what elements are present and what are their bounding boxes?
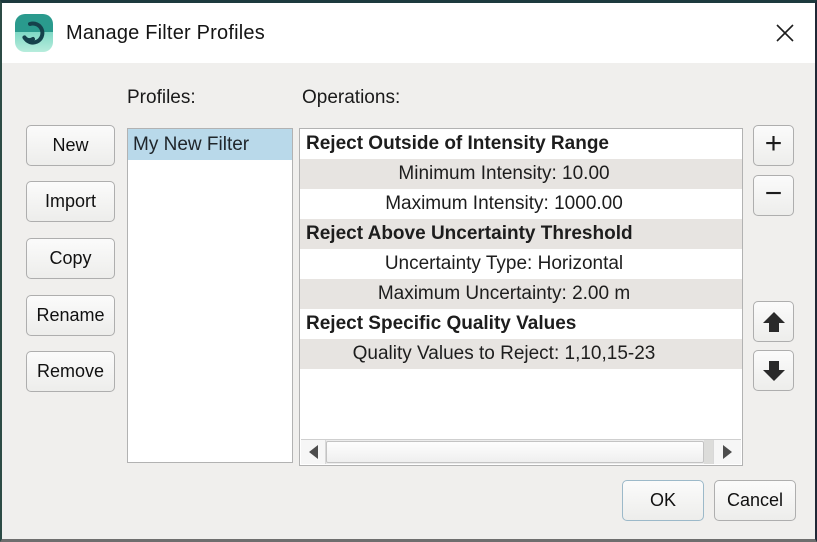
new-profile-button[interactable]: New [26,125,115,166]
scroll-left-icon[interactable] [301,440,326,464]
down-arrow-icon [762,359,786,383]
add-operation-button[interactable]: + [753,125,794,166]
operations-listbox: Reject Outside of Intensity Range Minimu… [299,128,743,466]
remove-profile-button[interactable]: Remove [26,351,115,392]
copy-profile-button[interactable]: Copy [26,238,115,279]
ok-button[interactable]: OK [622,480,704,521]
title-bar: Manage Filter Profiles [2,3,815,63]
operation-param-row[interactable]: Maximum Uncertainty: 2.00 m [300,279,742,309]
window-title: Manage Filter Profiles [66,21,265,44]
operation-param-row[interactable]: Quality Values to Reject: 1,10,15-23 [300,339,742,369]
operation-param-row[interactable]: Minimum Intensity: 10.00 [300,159,742,189]
operations-rows: Reject Outside of Intensity Range Minimu… [300,129,742,369]
operation-header-row[interactable]: Reject Above Uncertainty Threshold [300,219,742,249]
scrollbar-thumb[interactable] [326,441,704,463]
scrollbar-track[interactable] [704,440,713,464]
profiles-label: Profiles: [127,87,196,108]
minus-icon: − [764,177,783,210]
scroll-right-icon[interactable] [713,440,741,464]
operation-header-row[interactable]: Reject Outside of Intensity Range [306,133,609,154]
rename-profile-button[interactable]: Rename [26,295,115,336]
app-logo-icon [15,14,53,52]
operation-param-row[interactable]: Uncertainty Type: Horizontal [384,253,624,274]
remove-operation-button[interactable]: − [753,175,794,216]
move-operation-down-button[interactable] [753,350,794,391]
operations-label: Operations: [302,87,401,108]
move-operation-up-button[interactable] [753,301,794,342]
up-arrow-icon [762,310,786,334]
operation-param-row[interactable]: Maximum Intensity: 1000.00 [385,193,623,214]
import-profile-button[interactable]: Import [26,181,115,222]
profiles-listbox: My New Filter [127,128,293,463]
profile-list-item[interactable]: My New Filter [128,129,292,160]
cancel-button[interactable]: Cancel [714,480,796,521]
close-icon[interactable] [763,11,807,55]
horizontal-scrollbar [301,439,741,464]
operation-header-row[interactable]: Reject Specific Quality Values [306,313,577,334]
plus-icon: + [764,127,783,160]
